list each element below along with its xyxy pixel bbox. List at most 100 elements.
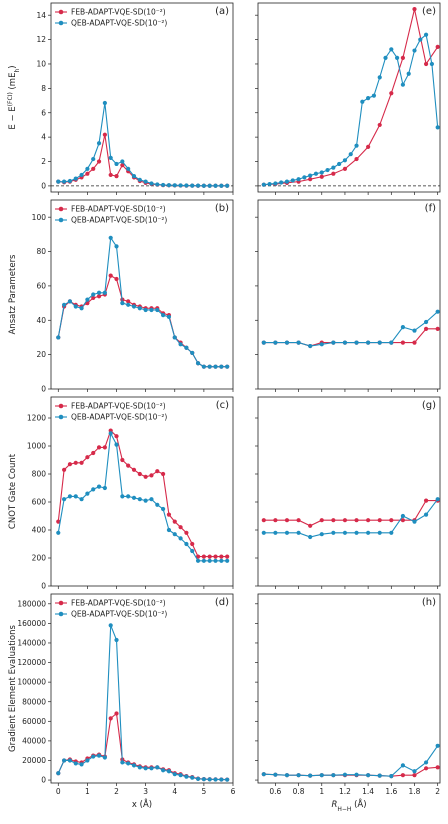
data-point-qeb [91,487,96,492]
data-point-qeb [161,768,166,773]
data-point-qeb [155,182,160,187]
x-axis-label: x (Å) [132,798,152,810]
data-point-qeb [143,179,148,184]
data-point-qeb [302,175,307,180]
y-tick-label: 200 [32,554,47,563]
series-qeb [56,100,230,188]
legend-entry: FEB-ADAPT-VQE-SD(10⁻²) [71,599,166,608]
data-point-qeb [79,306,84,311]
y-tick-label: 12 [36,35,46,44]
y-tick-label: 0 [41,385,46,394]
data-point-qeb [400,763,406,768]
data-point-qeb [308,173,313,178]
data-point-qeb [284,179,290,184]
axes-frame [257,2,441,193]
x-tick-label: 3 [143,787,148,796]
data-point-qeb [412,769,417,774]
y-tick-label: 0 [41,182,46,191]
data-point-qeb [201,558,206,563]
data-point-qeb [178,342,183,347]
data-point-feb [435,765,440,770]
data-point-qeb [319,773,324,778]
data-point-feb [207,554,212,559]
data-point-qeb [219,364,224,369]
data-point-qeb [184,774,189,779]
y-tick-label: 0 [41,582,46,591]
data-point-qeb [190,548,195,554]
data-point-qeb [207,183,212,188]
data-point-qeb [435,743,440,748]
data-point-feb [400,518,406,523]
legend-swatch-marker [58,217,64,223]
data-point-qeb [85,758,90,763]
data-point-qeb [261,530,266,535]
x-tick-label: 0.8 [293,787,305,796]
y-tick-label: 80000 [22,697,46,706]
data-point-qeb [371,93,377,98]
data-point-qeb [114,442,119,447]
data-point-qeb [96,753,102,758]
data-point-qeb [108,155,113,160]
data-point-feb [319,518,324,523]
series-feb [56,711,230,782]
data-point-qeb [108,235,113,240]
data-point-qeb [284,530,290,535]
legend-entry: QEB-ADAPT-VQE-SD(10⁻²) [71,19,167,28]
x-tick-label: 4 [172,787,177,796]
data-point-qeb [342,772,348,777]
axes-frame [257,199,441,390]
data-point-qeb [366,96,371,101]
data-point-qeb [155,307,160,313]
data-point-feb [423,766,429,771]
data-point-feb [85,171,90,176]
data-point-feb [423,61,429,67]
data-point-feb [201,554,206,559]
data-point-qeb [149,307,154,313]
data-point-feb [213,554,218,559]
panel-c: 0 200 400 600 800 1000 1200 (c) FEB-ADAPT-VQE-SD… [8,396,234,591]
legend-swatch-marker [58,611,64,617]
data-point-qeb [149,181,154,186]
data-point-qeb [273,340,278,345]
data-point-feb [342,166,348,171]
panel-e: (e) [255,2,441,195]
data-point-feb [155,469,160,474]
data-point-qeb [131,174,137,179]
data-point-qeb [412,328,417,333]
data-point-qeb [73,494,78,499]
data-point-feb [102,445,107,450]
series-feb [56,132,230,188]
data-point-qeb [67,758,73,763]
y-tick-label: 6 [41,108,46,117]
x-tick-label: 2 [114,787,119,796]
y-tick-label: 1000 [27,442,46,451]
y-tick-label: 120000 [17,658,46,667]
data-point-feb [184,530,189,535]
data-point-qeb [225,364,230,369]
data-point-qeb [308,773,313,778]
data-point-qeb [201,364,206,369]
data-point-qeb [178,536,183,541]
data-point-feb [102,132,107,137]
data-point-feb [114,434,119,439]
y-axis-label: Ansatz Parameters [8,254,18,335]
panel-g: (g) [255,396,441,589]
data-point-qeb [73,176,78,181]
data-point-qeb [131,495,137,500]
data-point-qeb [429,61,434,67]
y-tick-label: 40000 [22,736,46,745]
data-point-qeb [114,637,119,643]
y-tick-label: 2 [41,157,46,166]
data-point-qeb [96,290,102,295]
data-point-qeb [296,340,301,345]
data-point-feb [412,6,417,12]
data-point-qeb [172,335,177,340]
data-point-qeb [120,760,125,765]
panel-label: (h) [422,597,436,608]
data-point-qeb [423,512,429,517]
data-point-qeb [190,183,195,188]
legend: FEB-ADAPT-VQE-SD(10⁻²) QEB-ADAPT-VQE-SD(1… [55,599,167,619]
data-point-qeb [412,48,417,53]
series-line-feb [263,8,439,186]
data-point-feb [114,276,119,282]
